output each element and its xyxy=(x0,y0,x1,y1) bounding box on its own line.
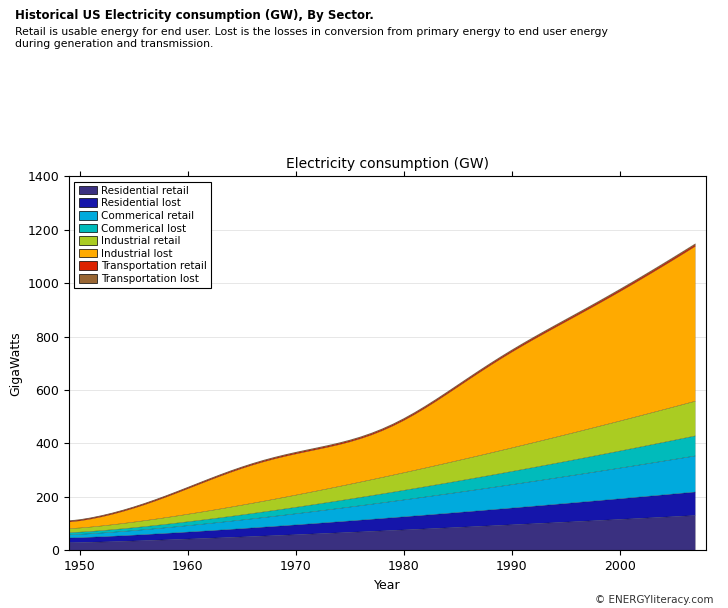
Text: © ENERGYliteracy.com: © ENERGYliteracy.com xyxy=(595,595,713,605)
X-axis label: Year: Year xyxy=(374,579,401,592)
Text: Retail is usable energy for end user. Lost is the losses in conversion from prim: Retail is usable energy for end user. Lo… xyxy=(15,27,607,49)
Legend: Residential retail, Residential lost, Commerical retail, Commerical lost, Indust: Residential retail, Residential lost, Co… xyxy=(74,182,212,288)
Title: Electricity consumption (GW): Electricity consumption (GW) xyxy=(286,157,489,171)
Text: Historical US Electricity consumption (GW), By Sector.: Historical US Electricity consumption (G… xyxy=(15,9,373,22)
Y-axis label: GigaWatts: GigaWatts xyxy=(9,331,22,396)
